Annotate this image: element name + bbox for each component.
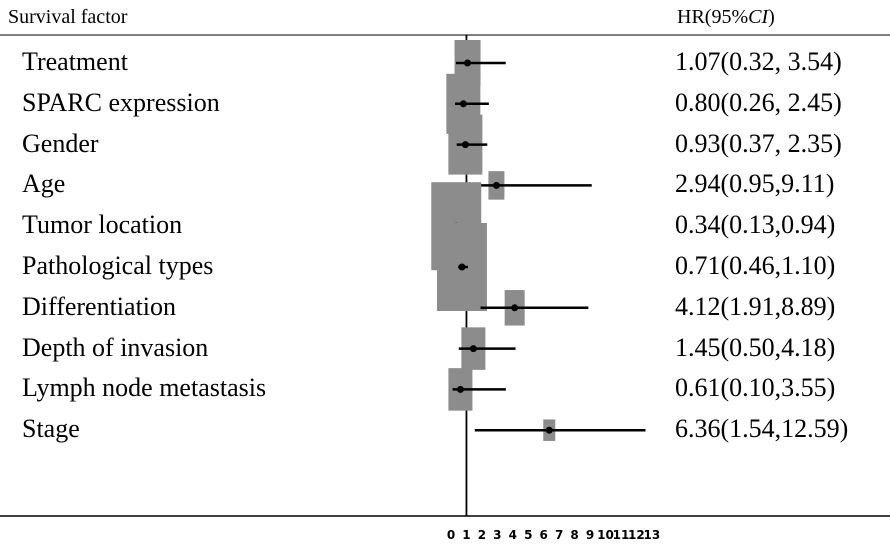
factor-label: Depth of invasion (22, 332, 209, 362)
factor-label: Stage (22, 414, 80, 444)
point-estimate (461, 141, 469, 149)
hr-value: 1.07(0.32, 3.54) (675, 47, 842, 76)
x-tick-label: 8 (570, 528, 578, 542)
x-tick-label: 0 (447, 528, 455, 542)
hr-header-ci: CI (748, 6, 769, 28)
x-tick-label: 9 (586, 528, 594, 542)
x-tick-label: 7 (555, 528, 563, 542)
factor-label: Treatment (22, 47, 128, 76)
x-tick-label: 3 (493, 528, 501, 542)
column-header-factor: Survival factor (8, 6, 128, 28)
hr-value: 4.12(1.91,8.89) (675, 291, 836, 321)
hr-value: 0.71(0.46,1.10) (675, 251, 836, 280)
point-estimate (545, 426, 553, 434)
factor-label: Tumor location (22, 210, 183, 240)
point-estimate (459, 100, 467, 108)
x-tick-label: 1 (462, 528, 470, 542)
x-tick-label: 4 (509, 528, 517, 542)
factor-label: Differentiation (22, 291, 177, 321)
point-estimate (469, 345, 477, 353)
hr-header-prefix: HR(95% (677, 6, 749, 28)
factor-label: Lymph node metastasis (22, 373, 267, 403)
hr-value: 1.45(0.50,4.18) (675, 332, 836, 362)
x-tick-label: 10 (597, 528, 614, 542)
x-tick-label: 11 (613, 528, 630, 542)
point-estimate (458, 263, 466, 271)
point-estimate (456, 385, 464, 393)
factor-label: Pathological types (22, 251, 214, 280)
x-tick-label: 12 (628, 528, 645, 542)
point-estimate (464, 59, 472, 67)
factor-label: SPARC expression (22, 87, 220, 117)
x-tick-label: 2 (478, 528, 486, 542)
factor-label: Gender (22, 128, 99, 158)
x-tick-label: 5 (524, 528, 532, 542)
column-header-hr: HR(95%CI) (677, 6, 775, 29)
hr-value: 0.34(0.13,0.94) (675, 210, 836, 240)
hr-value: 6.36(1.54,12.59) (675, 414, 849, 444)
hr-header-suffix: ) (768, 6, 775, 28)
point-estimate (492, 181, 500, 189)
x-tick-label: 6 (540, 528, 548, 542)
hr-value: 0.80(0.26, 2.45) (675, 87, 842, 117)
factor-label: Age (22, 169, 66, 199)
x-tick-label: 13 (643, 528, 660, 542)
point-estimate (511, 304, 519, 312)
hr-value: 2.94(0.95,9.11) (675, 169, 835, 199)
hr-value: 0.93(0.37, 2.35) (675, 128, 842, 158)
hr-value: 0.61(0.10,3.55) (675, 373, 836, 403)
